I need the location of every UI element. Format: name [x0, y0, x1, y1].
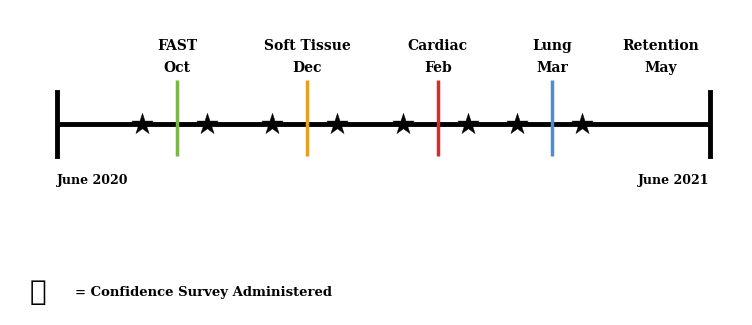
Text: June 2021: June 2021 — [638, 174, 710, 187]
Text: Oct: Oct — [163, 60, 190, 74]
Point — [135, 122, 147, 127]
Point — [576, 122, 588, 127]
Point — [462, 122, 474, 127]
Text: Dec: Dec — [293, 60, 322, 74]
Text: Retention: Retention — [623, 39, 699, 53]
Point — [266, 122, 278, 127]
Text: May: May — [644, 60, 677, 74]
Point — [201, 122, 213, 127]
Point — [332, 122, 344, 127]
Point — [511, 122, 523, 127]
Text: Mar: Mar — [536, 60, 568, 74]
Text: Cardiac: Cardiac — [408, 39, 468, 53]
Text: Soft Tissue: Soft Tissue — [264, 39, 350, 53]
Text: = Confidence Survey Administered: = Confidence Survey Administered — [75, 286, 332, 299]
Text: FAST: FAST — [157, 39, 197, 53]
Text: June 2020: June 2020 — [57, 174, 129, 187]
Point — [396, 122, 408, 127]
Text: Feb: Feb — [424, 60, 452, 74]
Text: ★: ★ — [29, 279, 46, 306]
Text: Lung: Lung — [532, 39, 572, 53]
